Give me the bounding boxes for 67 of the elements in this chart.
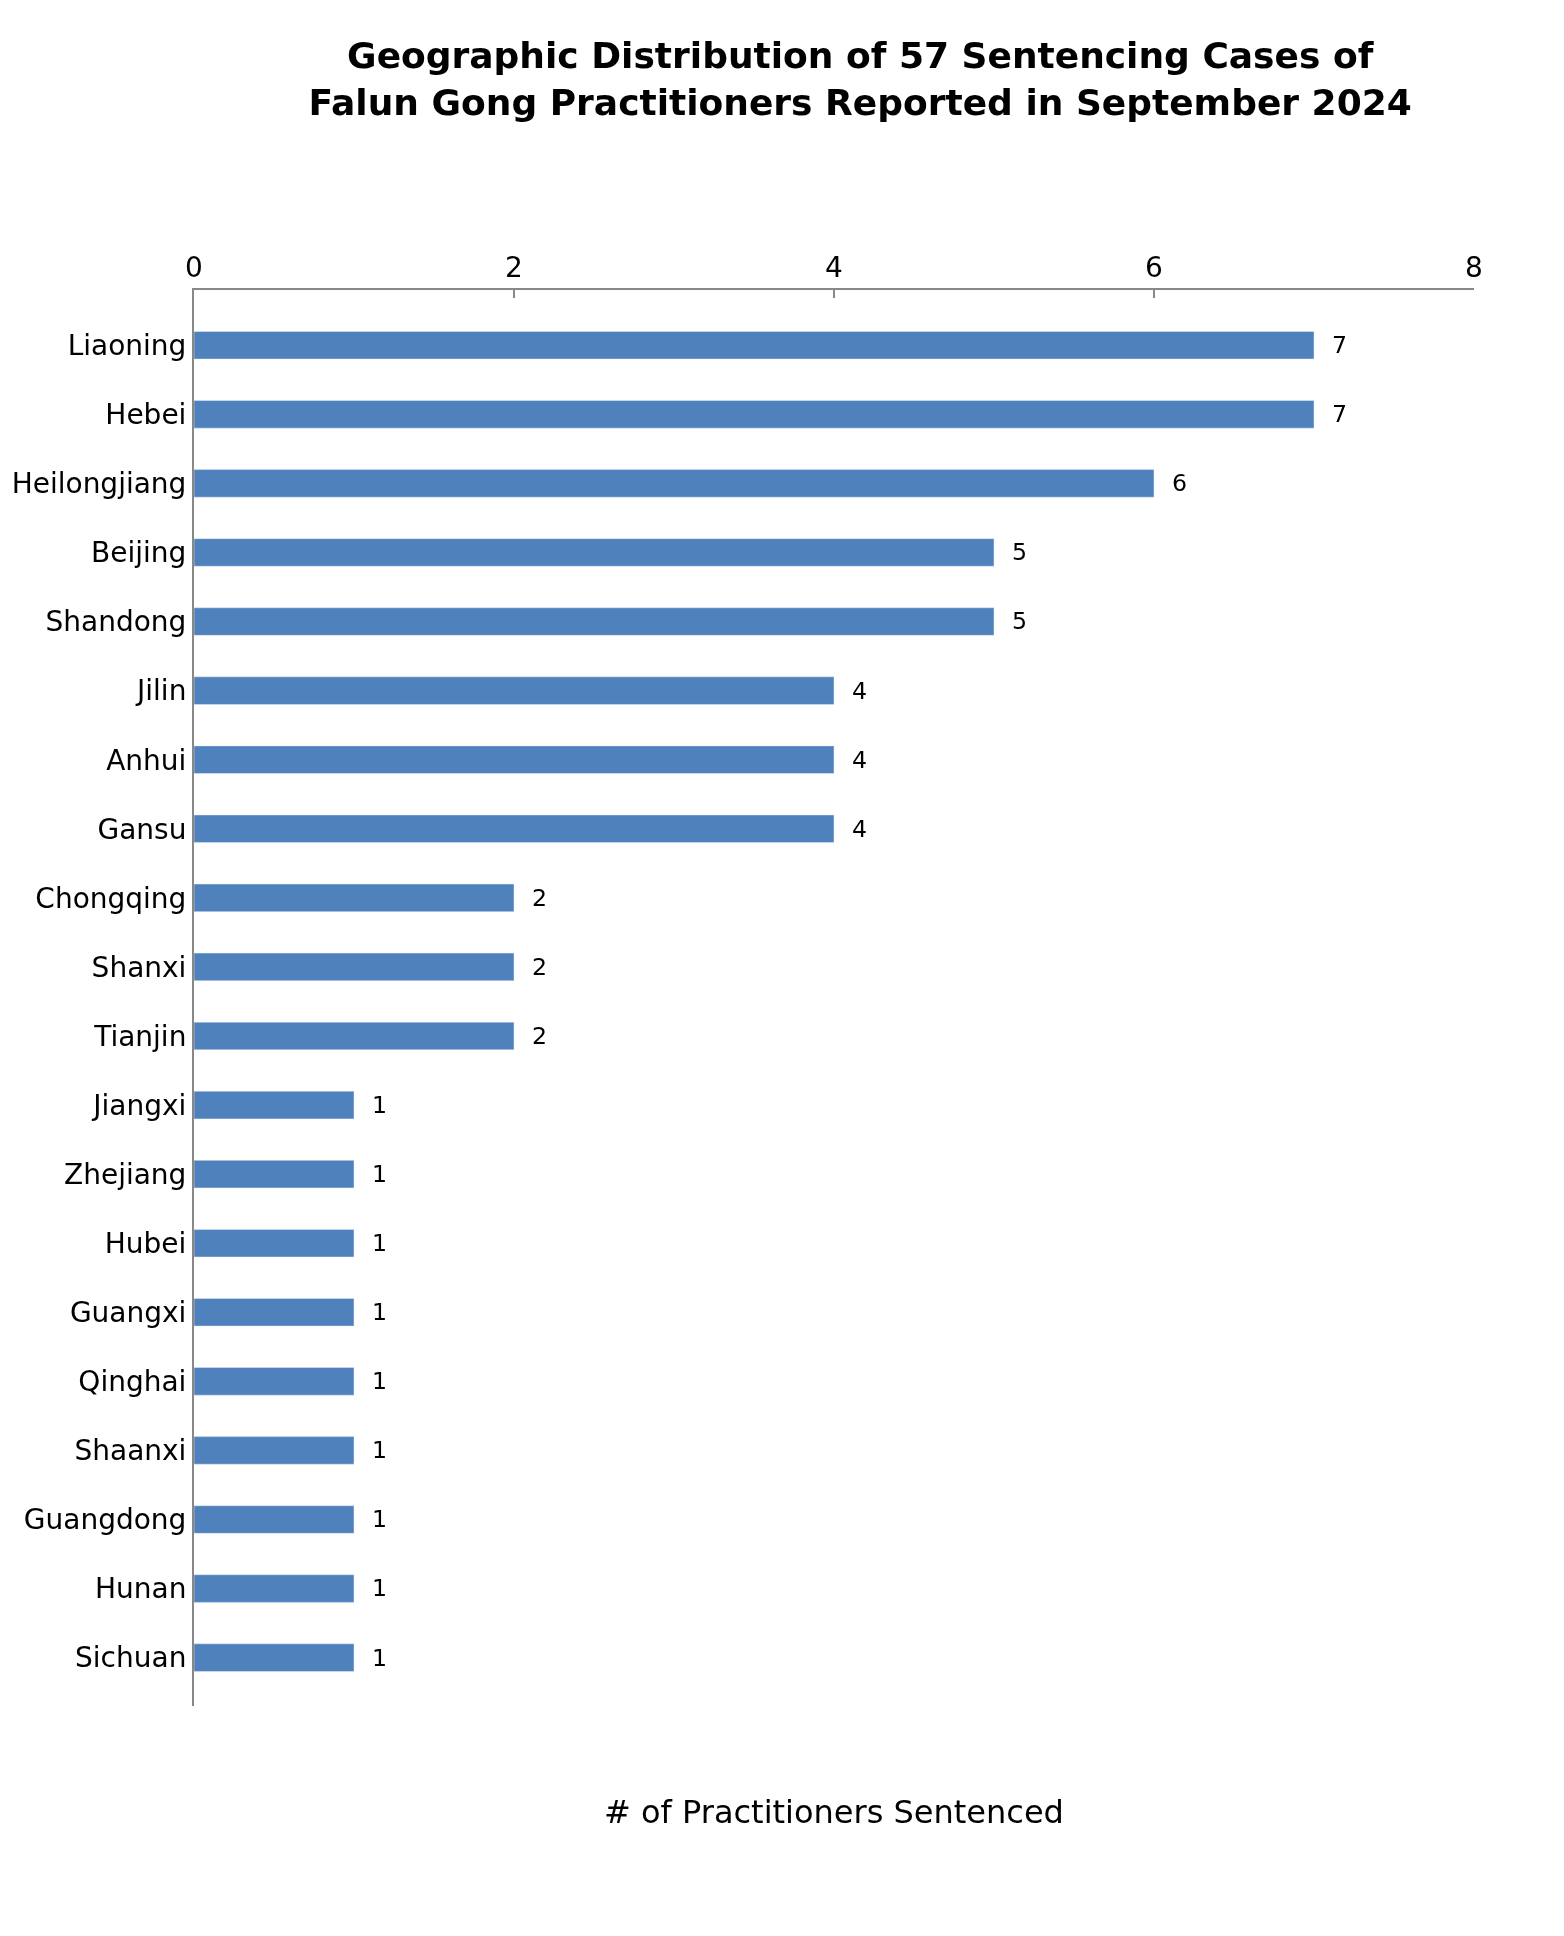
y-tick-label: Sichuan bbox=[75, 1641, 187, 1675]
bar bbox=[194, 607, 995, 636]
x-tick-label: 6 bbox=[1145, 250, 1163, 284]
bar bbox=[194, 331, 1315, 360]
y-tick-label: Liaoning bbox=[67, 329, 187, 363]
x-tick-label: 8 bbox=[1465, 250, 1483, 284]
bar bbox=[194, 814, 835, 843]
y-tick-label: Qinghai bbox=[78, 1365, 187, 1399]
y-tick-label: Beijing bbox=[91, 536, 187, 570]
data-label: 4 bbox=[837, 676, 868, 705]
data-label: 6 bbox=[1157, 469, 1188, 498]
bar bbox=[194, 1643, 355, 1672]
y-tick-label: Shaanxi bbox=[74, 1434, 187, 1468]
data-label: 2 bbox=[517, 952, 548, 981]
data-label: 1 bbox=[357, 1298, 388, 1327]
bar bbox=[194, 1229, 355, 1258]
y-tick-label: Chongqing bbox=[35, 881, 187, 915]
y-tick-label: Jiangxi bbox=[91, 1088, 187, 1122]
y-tick-label: Hunan bbox=[94, 1572, 187, 1606]
bar bbox=[194, 538, 995, 567]
y-tick-label: Heilongjiang bbox=[11, 467, 187, 501]
bar bbox=[194, 1298, 355, 1327]
y-tick-label: Hubei bbox=[104, 1227, 187, 1261]
bar bbox=[194, 469, 1155, 498]
bar bbox=[194, 1367, 355, 1396]
chart-title: Geographic Distribution of 57 Sentencing Cases of Falun Gong Practitioners Reported in September 2024 bbox=[308, 34, 1412, 123]
data-label: 1 bbox=[357, 1160, 388, 1189]
x-axis-title: # of Practitioners Sentenced bbox=[604, 1793, 1064, 1831]
data-label: 5 bbox=[997, 538, 1028, 567]
bar bbox=[194, 1574, 355, 1603]
y-tick-label: Hebei bbox=[105, 398, 187, 432]
bar bbox=[194, 952, 515, 981]
data-label: 2 bbox=[517, 883, 548, 912]
bar bbox=[194, 400, 1315, 429]
data-label: 4 bbox=[837, 814, 868, 843]
x-tick-label: 2 bbox=[505, 250, 523, 284]
data-label: 7 bbox=[1317, 331, 1348, 360]
data-label: 5 bbox=[997, 607, 1028, 636]
bar bbox=[194, 676, 835, 705]
data-label: 4 bbox=[837, 745, 868, 774]
data-label: 2 bbox=[517, 1021, 548, 1050]
y-tick-label: Anhui bbox=[106, 743, 187, 777]
data-label: 1 bbox=[357, 1643, 388, 1672]
y-tick-label: Jilin bbox=[135, 674, 187, 708]
y-tick-label: Shandong bbox=[45, 605, 187, 639]
bar bbox=[194, 883, 515, 912]
data-label: 7 bbox=[1317, 400, 1348, 429]
y-tick-label: Shanxi bbox=[91, 950, 187, 984]
x-tick-label: 0 bbox=[185, 250, 203, 284]
bar bbox=[194, 745, 835, 774]
data-label: 1 bbox=[357, 1229, 388, 1258]
data-label: 1 bbox=[357, 1367, 388, 1396]
data-label: 1 bbox=[357, 1090, 388, 1119]
y-tick-label: Gansu bbox=[97, 812, 187, 846]
data-label: 1 bbox=[357, 1574, 388, 1603]
x-tick-label: 4 bbox=[825, 250, 843, 284]
data-label: 1 bbox=[357, 1436, 388, 1465]
y-tick-label: Zhejiang bbox=[64, 1157, 187, 1191]
bar bbox=[194, 1436, 355, 1465]
bar bbox=[194, 1091, 355, 1120]
y-tick-label: Guangxi bbox=[69, 1296, 187, 1330]
bar bbox=[194, 1021, 515, 1051]
y-tick-label: Guangdong bbox=[23, 1503, 187, 1537]
bar bbox=[194, 1160, 355, 1189]
bar bbox=[194, 1505, 355, 1534]
data-label: 1 bbox=[357, 1505, 388, 1534]
y-tick-label: Tianjin bbox=[93, 1019, 187, 1053]
